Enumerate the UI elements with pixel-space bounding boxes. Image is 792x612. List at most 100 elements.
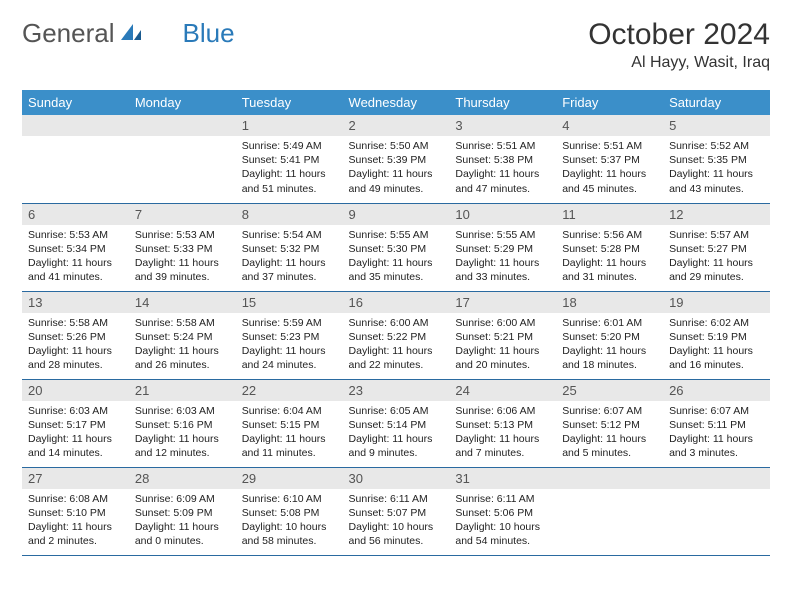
sunset-line: Sunset: 5:19 PM <box>669 330 764 344</box>
calendar-cell <box>22 115 129 203</box>
sunrise-line: Sunrise: 6:06 AM <box>455 404 550 418</box>
day-detail: Sunrise: 5:51 AMSunset: 5:38 PMDaylight:… <box>449 136 556 200</box>
calendar-cell: 11Sunrise: 5:56 AMSunset: 5:28 PMDayligh… <box>556 203 663 291</box>
calendar-cell: 17Sunrise: 6:00 AMSunset: 5:21 PMDayligh… <box>449 291 556 379</box>
col-wednesday: Wednesday <box>343 90 450 115</box>
calendar-cell: 8Sunrise: 5:54 AMSunset: 5:32 PMDaylight… <box>236 203 343 291</box>
day-number: 1 <box>236 115 343 136</box>
sunset-line: Sunset: 5:32 PM <box>242 242 337 256</box>
day-detail: Sunrise: 5:55 AMSunset: 5:29 PMDaylight:… <box>449 225 556 289</box>
day-detail: Sunrise: 6:03 AMSunset: 5:16 PMDaylight:… <box>129 401 236 465</box>
calendar-cell: 5Sunrise: 5:52 AMSunset: 5:35 PMDaylight… <box>663 115 770 203</box>
calendar-cell: 25Sunrise: 6:07 AMSunset: 5:12 PMDayligh… <box>556 379 663 467</box>
sunset-line: Sunset: 5:37 PM <box>562 153 657 167</box>
daylight-line: Daylight: 11 hours and 3 minutes. <box>669 432 764 460</box>
sunrise-line: Sunrise: 6:11 AM <box>455 492 550 506</box>
location: Al Hayy, Wasit, Iraq <box>588 54 770 72</box>
calendar-cell: 4Sunrise: 5:51 AMSunset: 5:37 PMDaylight… <box>556 115 663 203</box>
col-friday: Friday <box>556 90 663 115</box>
day-number: 18 <box>556 292 663 313</box>
daylight-line: Daylight: 11 hours and 12 minutes. <box>135 432 230 460</box>
sunset-line: Sunset: 5:12 PM <box>562 418 657 432</box>
calendar-cell: 23Sunrise: 6:05 AMSunset: 5:14 PMDayligh… <box>343 379 450 467</box>
calendar-cell: 3Sunrise: 5:51 AMSunset: 5:38 PMDaylight… <box>449 115 556 203</box>
day-number: 16 <box>343 292 450 313</box>
daylight-line: Daylight: 11 hours and 26 minutes. <box>135 344 230 372</box>
day-number: 6 <box>22 204 129 225</box>
calendar-table: Sunday Monday Tuesday Wednesday Thursday… <box>22 90 770 556</box>
day-number: 28 <box>129 468 236 489</box>
day-detail: Sunrise: 6:00 AMSunset: 5:22 PMDaylight:… <box>343 313 450 377</box>
day-number: 24 <box>449 380 556 401</box>
day-detail: Sunrise: 5:52 AMSunset: 5:35 PMDaylight:… <box>663 136 770 200</box>
day-detail: Sunrise: 5:56 AMSunset: 5:28 PMDaylight:… <box>556 225 663 289</box>
daylight-line: Daylight: 11 hours and 28 minutes. <box>28 344 123 372</box>
day-number: 14 <box>129 292 236 313</box>
day-number: 22 <box>236 380 343 401</box>
day-detail: Sunrise: 6:09 AMSunset: 5:09 PMDaylight:… <box>129 489 236 553</box>
sunset-line: Sunset: 5:14 PM <box>349 418 444 432</box>
daylight-line: Daylight: 11 hours and 47 minutes. <box>455 167 550 195</box>
sunrise-line: Sunrise: 6:07 AM <box>562 404 657 418</box>
sunrise-line: Sunrise: 5:54 AM <box>242 228 337 242</box>
sunrise-line: Sunrise: 5:59 AM <box>242 316 337 330</box>
calendar-cell: 30Sunrise: 6:11 AMSunset: 5:07 PMDayligh… <box>343 467 450 555</box>
daylight-line: Daylight: 11 hours and 41 minutes. <box>28 256 123 284</box>
sunset-line: Sunset: 5:27 PM <box>669 242 764 256</box>
day-number: 27 <box>22 468 129 489</box>
col-sunday: Sunday <box>22 90 129 115</box>
calendar-week-row: 13Sunrise: 5:58 AMSunset: 5:26 PMDayligh… <box>22 291 770 379</box>
calendar-week-row: 1Sunrise: 5:49 AMSunset: 5:41 PMDaylight… <box>22 115 770 203</box>
calendar-cell: 28Sunrise: 6:09 AMSunset: 5:09 PMDayligh… <box>129 467 236 555</box>
calendar-cell: 19Sunrise: 6:02 AMSunset: 5:19 PMDayligh… <box>663 291 770 379</box>
day-number: 26 <box>663 380 770 401</box>
daylight-line: Daylight: 11 hours and 33 minutes. <box>455 256 550 284</box>
day-number: 13 <box>22 292 129 313</box>
sunset-line: Sunset: 5:10 PM <box>28 506 123 520</box>
sunrise-line: Sunrise: 5:57 AM <box>669 228 764 242</box>
day-detail: Sunrise: 5:57 AMSunset: 5:27 PMDaylight:… <box>663 225 770 289</box>
day-number: 4 <box>556 115 663 136</box>
calendar-cell: 26Sunrise: 6:07 AMSunset: 5:11 PMDayligh… <box>663 379 770 467</box>
month-title: October 2024 <box>588 18 770 52</box>
sunrise-line: Sunrise: 5:51 AM <box>562 139 657 153</box>
day-number: 8 <box>236 204 343 225</box>
daylight-line: Daylight: 11 hours and 9 minutes. <box>349 432 444 460</box>
sunset-line: Sunset: 5:35 PM <box>669 153 764 167</box>
sunset-line: Sunset: 5:20 PM <box>562 330 657 344</box>
daylight-line: Daylight: 11 hours and 14 minutes. <box>28 432 123 460</box>
daylight-line: Daylight: 11 hours and 43 minutes. <box>669 167 764 195</box>
sunrise-line: Sunrise: 6:00 AM <box>455 316 550 330</box>
sunset-line: Sunset: 5:38 PM <box>455 153 550 167</box>
daylight-line: Daylight: 11 hours and 35 minutes. <box>349 256 444 284</box>
day-detail: Sunrise: 5:59 AMSunset: 5:23 PMDaylight:… <box>236 313 343 377</box>
sunset-line: Sunset: 5:06 PM <box>455 506 550 520</box>
day-number: 3 <box>449 115 556 136</box>
daylight-line: Daylight: 10 hours and 56 minutes. <box>349 520 444 548</box>
sunrise-line: Sunrise: 6:05 AM <box>349 404 444 418</box>
daylight-line: Daylight: 11 hours and 11 minutes. <box>242 432 337 460</box>
day-detail: Sunrise: 5:49 AMSunset: 5:41 PMDaylight:… <box>236 136 343 200</box>
day-number <box>556 468 663 489</box>
daylight-line: Daylight: 11 hours and 39 minutes. <box>135 256 230 284</box>
sunset-line: Sunset: 5:08 PM <box>242 506 337 520</box>
calendar-cell: 13Sunrise: 5:58 AMSunset: 5:26 PMDayligh… <box>22 291 129 379</box>
day-number <box>22 115 129 136</box>
logo: General Blue <box>22 18 235 49</box>
day-detail: Sunrise: 5:54 AMSunset: 5:32 PMDaylight:… <box>236 225 343 289</box>
sunset-line: Sunset: 5:41 PM <box>242 153 337 167</box>
sunset-line: Sunset: 5:24 PM <box>135 330 230 344</box>
sunset-line: Sunset: 5:29 PM <box>455 242 550 256</box>
day-detail: Sunrise: 6:07 AMSunset: 5:11 PMDaylight:… <box>663 401 770 465</box>
day-detail: Sunrise: 6:07 AMSunset: 5:12 PMDaylight:… <box>556 401 663 465</box>
sunset-line: Sunset: 5:22 PM <box>349 330 444 344</box>
daylight-line: Daylight: 11 hours and 29 minutes. <box>669 256 764 284</box>
daylight-line: Daylight: 11 hours and 16 minutes. <box>669 344 764 372</box>
sunrise-line: Sunrise: 6:03 AM <box>135 404 230 418</box>
day-number: 12 <box>663 204 770 225</box>
sunrise-line: Sunrise: 6:10 AM <box>242 492 337 506</box>
calendar-cell <box>129 115 236 203</box>
day-detail: Sunrise: 5:51 AMSunset: 5:37 PMDaylight:… <box>556 136 663 200</box>
day-detail: Sunrise: 6:02 AMSunset: 5:19 PMDaylight:… <box>663 313 770 377</box>
col-saturday: Saturday <box>663 90 770 115</box>
